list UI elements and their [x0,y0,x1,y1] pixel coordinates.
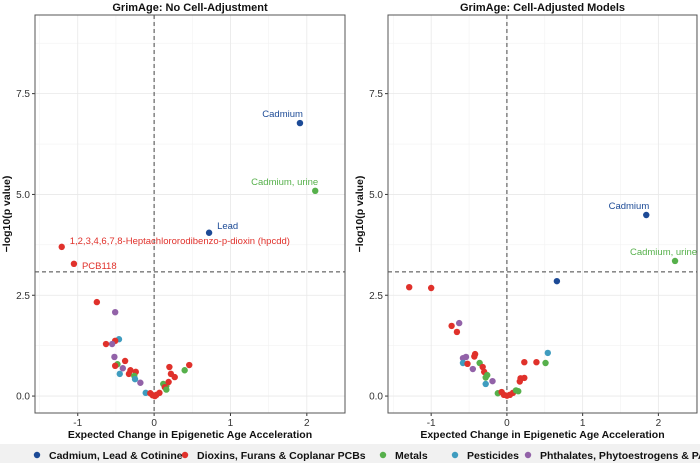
x-axis-label: Expected Change in Epigenetic Age Accele… [68,429,312,441]
data-point [119,365,127,372]
point-label: Cadmium [609,201,650,212]
x-tick-label: 2 [656,418,662,429]
legend-marker [379,451,387,459]
data-point [137,379,144,386]
panel-1: -1 0 1 2 0.0 2.5 5.0 7.5 Cadmium Cadmium, urine Le… [1,2,346,441]
legend-marker [33,451,41,459]
data-point [427,284,435,292]
y-tick-label: 7.5 [16,89,30,100]
x-tick-label: 1 [228,418,234,429]
data-point [521,374,528,382]
legend-marker [524,451,532,459]
plot-background [35,15,345,413]
y-tick-label: 7.5 [369,89,383,100]
data-point [533,358,540,366]
data-point [58,243,65,251]
point-label: Cadmium, urine [251,177,318,188]
legend-label: Phthalates, Phytoestrogens & PAHs [540,450,700,462]
data-point [166,363,173,371]
data-point [469,365,477,373]
plot-border [387,14,698,414]
legend-label: Pesticides [467,450,519,462]
data-point [153,391,160,399]
plot-border [34,14,346,414]
data-point [142,389,149,397]
y-tick-label: 0.0 [16,392,30,403]
data-point [542,359,549,367]
data-point [312,187,319,195]
x-tick-label: 1 [580,418,586,429]
y-tick-label: 5.0 [16,190,30,201]
data-point [448,322,455,330]
x-tick-label: 2 [304,418,310,429]
data-point [479,363,486,371]
data-point [544,349,552,357]
data-point [111,308,119,316]
point-label: PCB118 [82,261,117,272]
data-point [93,298,101,306]
data-point [296,119,304,127]
data-point [406,283,413,291]
x-tick-label: -1 [427,418,436,429]
point-label: Cadmium [262,109,303,120]
legend-marker [181,451,189,459]
plot-background [388,15,697,413]
data-point [516,378,523,385]
data-point [453,328,461,336]
point-label: Lead [217,221,238,232]
data-point [171,373,178,381]
data-point [111,362,119,370]
legend-label: Metals [395,450,428,462]
data-point [671,257,679,265]
y-axis-label: −log10(p value) [354,176,366,253]
x-tick-label: -1 [73,418,82,429]
legend-marker [451,451,459,459]
data-point [455,319,463,327]
point-label: 1,2,3,4,6,7,8-Heptachlororodibenzo-p-dio… [70,236,290,247]
data-point [108,340,116,348]
legend-label: Cadmium, Lead & Cotinine [49,450,183,462]
x-tick-label: 0 [151,418,157,429]
chart-title: GrimAge: Cell-Adjusted Models [460,2,625,14]
data-point [70,260,78,268]
y-tick-label: 2.5 [369,291,383,302]
y-tick-label: 0.0 [369,392,383,403]
data-point [186,361,193,369]
legend-background [0,444,700,463]
chart-title: GrimAge: No Cell-Adjustment [112,2,268,14]
data-point [121,357,129,365]
data-point [116,370,123,378]
data-point [515,388,522,395]
data-point [111,353,118,361]
data-point [482,374,489,381]
data-point [489,377,496,385]
x-axis-label: Expected Change in Epigenetic Age Accele… [420,429,664,441]
data-point [471,353,478,360]
data-point [165,378,172,386]
data-point [102,340,110,348]
y-tick-label: 2.5 [16,291,30,302]
legend-label: Dioxins, Furans & Coplanar PCBs [197,450,366,462]
data-point [163,386,170,393]
y-tick-label: 5.0 [369,190,383,201]
data-point [205,229,213,236]
legend: Cadmium, Lead & Cotinine Dioxins, Furans … [0,444,700,463]
data-point [464,360,471,368]
panel-2: -1 0 1 2 0.0 2.5 5.0 7.5 Cadmium Cadmium, urine Gr… [354,2,698,441]
data-point [521,358,528,366]
data-point [125,370,133,378]
data-point [553,277,561,285]
data-point [462,353,470,361]
data-point [482,380,489,388]
point-label: Cadmium, urine [630,247,697,258]
data-point [643,211,650,219]
data-point [131,375,139,383]
data-point [181,367,188,374]
x-tick-label: 0 [504,418,510,429]
y-axis-label: −log10(p value) [1,176,13,253]
